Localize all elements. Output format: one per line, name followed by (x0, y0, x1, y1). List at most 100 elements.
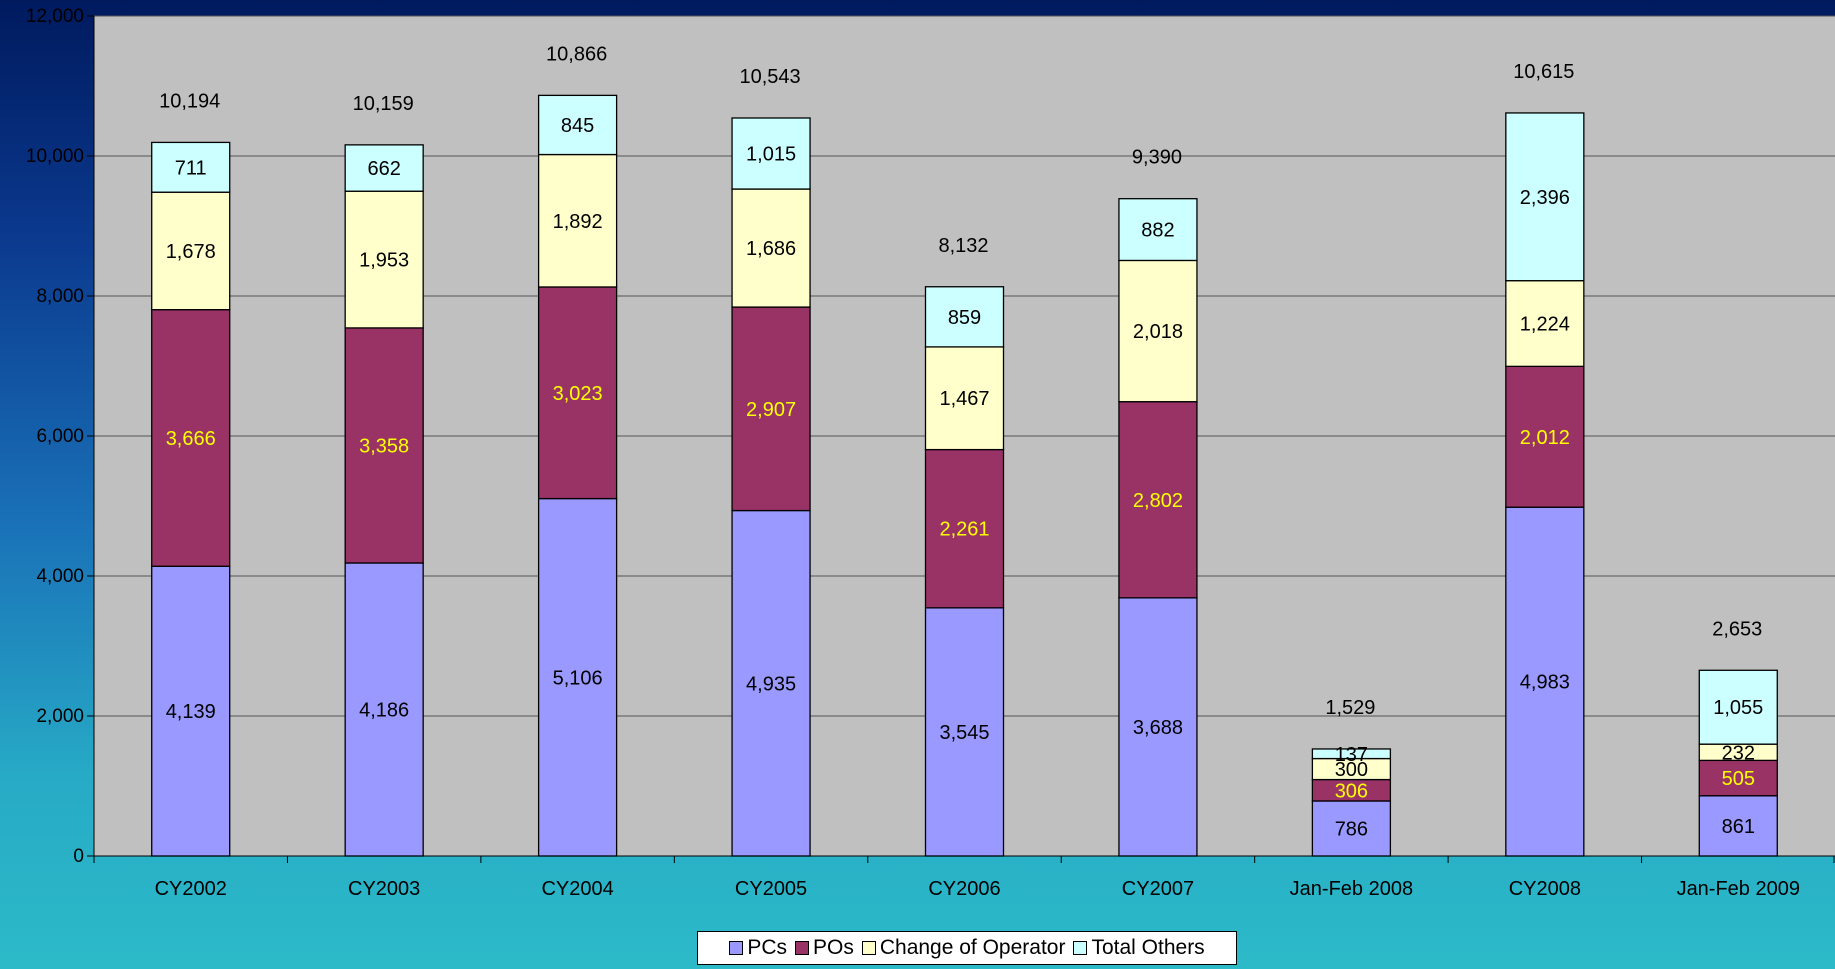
legend-label: PCs (747, 936, 787, 959)
data-label: 1,467 (939, 388, 989, 410)
data-label: 662 (367, 158, 400, 180)
legend-label: POs (813, 936, 854, 959)
data-label: 711 (175, 157, 207, 179)
data-label: 1,055 (1713, 697, 1763, 719)
x-tick-label: CY2007 (1122, 878, 1194, 900)
bar-segment (731, 306, 811, 512)
legend-swatch (1073, 941, 1088, 955)
legend-item: Change of Operator (861, 936, 1066, 960)
data-label: 1,953 (359, 250, 409, 272)
x-tick-label: CY2006 (928, 878, 1000, 900)
data-label: 1,678 (166, 241, 216, 263)
bar-segment (151, 141, 231, 193)
data-label: 1,686 (746, 238, 796, 260)
data-label: 2,907 (746, 399, 796, 421)
y-tick-label: 2,000 (36, 706, 84, 727)
bar-segment (151, 308, 231, 567)
data-label: 2,018 (1133, 321, 1183, 343)
data-label: 3,666 (166, 428, 216, 450)
x-tick-label: Jan-Feb 2008 (1290, 878, 1413, 900)
bar-segment (731, 509, 811, 857)
legend-item: Total Others (1073, 936, 1205, 960)
x-tick-label: CY2003 (348, 878, 420, 900)
legend-swatch (729, 941, 744, 955)
x-tick-label: CY2004 (541, 878, 613, 900)
bar-segment (1311, 800, 1392, 857)
x-tick-label: Jan-Feb 2009 (1677, 878, 1800, 900)
total-label: 1,529 (1325, 697, 1375, 719)
data-label: 3,545 (939, 722, 989, 744)
total-label: 10,615 (1513, 61, 1574, 83)
bar-segment (1505, 112, 1585, 282)
data-label: 1,015 (746, 144, 796, 166)
data-label: 1,224 (1520, 314, 1570, 336)
data-label: 4,983 (1520, 672, 1570, 694)
total-label: 10,159 (353, 93, 414, 115)
y-tick-label: 4,000 (36, 566, 84, 587)
bar-segment (924, 346, 1005, 451)
data-label: 2,261 (939, 519, 989, 541)
data-label: 859 (948, 307, 981, 329)
legend-label: Total Others (1091, 936, 1205, 959)
bar-segment (537, 497, 618, 857)
data-label: 306 (1335, 780, 1368, 802)
legend-item: PCs (729, 936, 787, 960)
data-label: 2,396 (1520, 187, 1570, 209)
bar-segment (537, 94, 618, 156)
bar-segment (344, 327, 424, 564)
data-label: 505 (1722, 768, 1755, 790)
total-label: 8,132 (938, 235, 988, 257)
data-label: 882 (1141, 220, 1174, 242)
legend-swatch (795, 941, 809, 955)
axes: 0 2,000 4,000 6,000 8,000 10,000 12,000 CY2002 C… (26, 6, 1835, 900)
stacked-bar-chart: 0 2,000 4,000 6,000 8,000 10,000 12,000 CY2002 C… (26, 6, 1835, 900)
legend-label: Change of Operator (879, 936, 1066, 959)
bar-segment (1118, 259, 1198, 403)
total-label: 10,543 (739, 66, 800, 88)
y-tick-label: 6,000 (36, 426, 84, 447)
bar-segment (924, 607, 1005, 857)
bar-segment (151, 191, 231, 311)
data-label: 3,358 (359, 435, 409, 457)
y-tick-label: 8,000 (36, 286, 84, 307)
bar-segment (151, 565, 231, 857)
bar-segment (924, 448, 1005, 609)
legend-swatch (861, 941, 876, 955)
total-label: 2,653 (1712, 618, 1762, 640)
bar-segment (1505, 280, 1585, 368)
x-tick-label: CY2002 (155, 878, 227, 900)
total-label: 10,866 (546, 43, 607, 65)
bar-segment (1311, 748, 1392, 760)
y-tick-label: 12,000 (26, 6, 84, 27)
data-label: 232 (1722, 742, 1755, 764)
data-label: 861 (1722, 816, 1755, 838)
bar-segment (731, 188, 811, 308)
bar-segment (1505, 365, 1585, 508)
bar-segment (1698, 669, 1778, 745)
x-tick-label: CY2005 (735, 878, 807, 900)
bar-segment (924, 286, 1005, 348)
data-label: 137 (1335, 744, 1368, 766)
data-label: 300 (1335, 759, 1368, 781)
data-label: 5,106 (553, 667, 603, 689)
data-label: 845 (561, 115, 594, 137)
data-label: 786 (1335, 818, 1368, 840)
data-label: 2,802 (1133, 490, 1183, 512)
bar-segment (1118, 401, 1198, 599)
bar-segment (1118, 597, 1198, 857)
labels: 4,139 3,666 1,678 711 10,194 4,186 3,358 1,953 6… (159, 43, 1763, 840)
bar-segment (537, 286, 618, 500)
bar-segment (731, 117, 811, 190)
data-label: 3,688 (1133, 717, 1183, 739)
bars (151, 94, 1778, 857)
y-tick-label: 0 (73, 846, 84, 867)
x-tick-label: CY2008 (1509, 878, 1581, 900)
legend-item: POs (795, 936, 854, 960)
data-label: 2,012 (1520, 427, 1570, 449)
data-label: 1,892 (553, 211, 603, 233)
data-label: 3,023 (553, 383, 603, 405)
legend: PCs POs Change of Operator Total Others (697, 931, 1237, 965)
data-label: 4,935 (746, 673, 796, 695)
data-label: 4,186 (359, 699, 409, 721)
bar-segment (344, 144, 424, 192)
